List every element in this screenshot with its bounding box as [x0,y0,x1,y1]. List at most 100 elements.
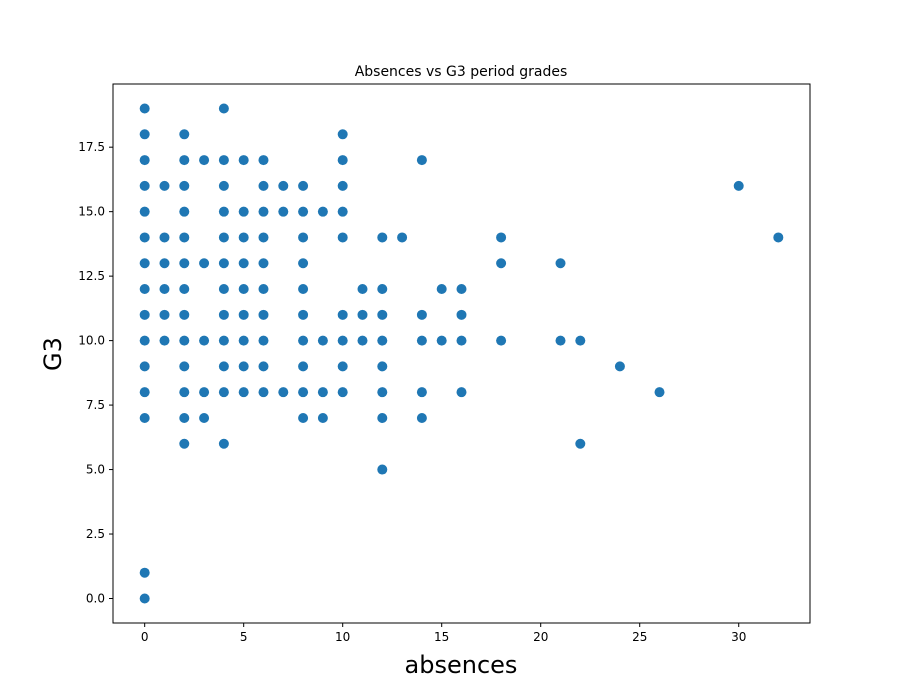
data-point [377,412,388,423]
data-point [179,129,190,140]
data-point [179,284,190,295]
data-point [496,335,507,346]
data-point [139,567,150,578]
data-point [298,258,309,269]
data-point [179,309,190,320]
data-point [139,335,150,346]
data-point [139,155,150,166]
data-point [238,309,249,320]
data-point [654,387,665,398]
data-point [179,412,190,423]
data-point [278,180,289,191]
data-point [317,412,328,423]
data-point [179,438,190,449]
data-point [179,387,190,398]
data-point [337,180,348,191]
data-point [199,335,210,346]
data-point [159,258,170,269]
data-point [258,155,269,166]
data-point [278,206,289,217]
data-point [139,361,150,372]
data-point [337,155,348,166]
data-point [298,206,309,217]
data-point [575,438,586,449]
data-point [377,284,388,295]
data-point [317,206,328,217]
data-point [436,335,447,346]
data-point [139,593,150,604]
data-point [179,361,190,372]
data-point [179,206,190,217]
data-point [298,361,309,372]
y-tick-label: 5.0 [86,463,105,477]
data-point [377,335,388,346]
x-tick-label: 10 [335,630,350,644]
data-point [258,284,269,295]
data-point [238,284,249,295]
axis-ticks: 0 5 10 15 20 25 30 0.0 2.5 5.0 7.5 10.0 12.5 15.0 17.5 [78,140,746,644]
data-point [298,180,309,191]
data-point [575,335,586,346]
data-point [179,155,190,166]
data-point [377,361,388,372]
data-point [357,309,368,320]
data-point [456,335,467,346]
y-tick-label: 17.5 [78,140,105,154]
data-point [139,232,150,243]
data-point [159,180,170,191]
data-point [456,309,467,320]
data-point [139,387,150,398]
data-point [179,232,190,243]
data-point [139,103,150,114]
data-point [298,387,309,398]
data-point [218,309,229,320]
data-point [218,232,229,243]
data-point [139,206,150,217]
data-point [317,387,328,398]
data-point [555,335,566,346]
data-point [337,387,348,398]
data-point [377,464,388,475]
data-point [139,180,150,191]
data-point [179,258,190,269]
data-point [733,180,744,191]
data-point [139,284,150,295]
x-tick-label: 5 [240,630,248,644]
data-point [298,284,309,295]
data-point [456,387,467,398]
data-point [555,258,566,269]
data-point [258,309,269,320]
data-point [199,258,210,269]
data-point [298,232,309,243]
data-point [218,284,229,295]
data-point [218,335,229,346]
data-point [218,103,229,114]
data-point [298,412,309,423]
data-point [377,232,388,243]
data-point [218,155,229,166]
data-point [218,387,229,398]
data-point [218,361,229,372]
data-point [179,335,190,346]
data-point [258,232,269,243]
data-point [238,155,249,166]
x-tick-label: 25 [632,630,647,644]
data-point [773,232,784,243]
data-point [416,335,427,346]
data-point [298,309,309,320]
x-axis-label: absences [405,651,518,679]
data-point [258,387,269,398]
data-point [258,206,269,217]
data-point [258,335,269,346]
data-point [218,180,229,191]
x-tick-label: 0 [141,630,149,644]
data-point [179,180,190,191]
data-point [238,232,249,243]
data-point [416,412,427,423]
y-tick-label: 7.5 [86,398,105,412]
data-point [614,361,625,372]
y-tick-label: 10.0 [78,334,105,348]
data-point [238,335,249,346]
data-point [139,129,150,140]
